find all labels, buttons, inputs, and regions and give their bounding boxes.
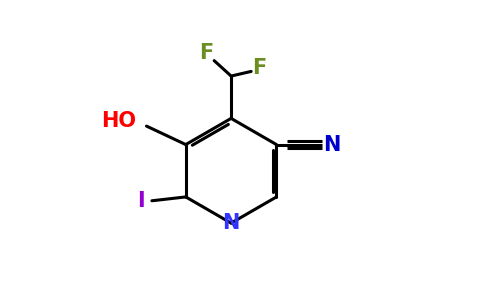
Text: N: N <box>223 213 240 233</box>
Text: F: F <box>199 43 213 63</box>
Text: N: N <box>323 135 341 155</box>
Text: I: I <box>137 191 145 211</box>
Text: HO: HO <box>101 112 136 131</box>
Text: F: F <box>252 58 266 78</box>
